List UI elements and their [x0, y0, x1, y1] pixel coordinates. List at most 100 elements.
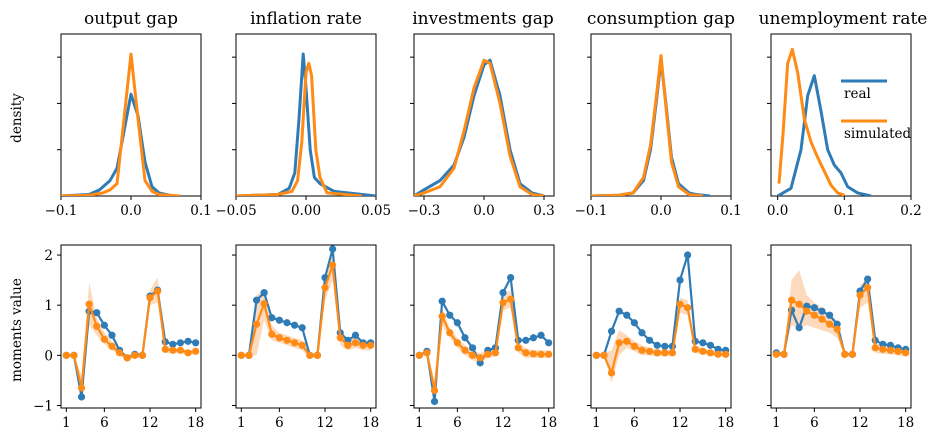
data-point-simulated [283, 336, 291, 344]
x-tick-label: 12 [141, 415, 158, 431]
x-tick-label: 1 [592, 415, 601, 431]
panel-moments-5: 1 6 12 18 [767, 244, 914, 431]
data-point-simulated [154, 287, 162, 295]
data-point-real [453, 319, 461, 327]
y-tick-label: −1 [33, 398, 53, 414]
data-point-simulated [415, 351, 423, 359]
x-tick-label: 6 [453, 415, 462, 431]
axes-frame [235, 244, 377, 409]
x-tick-label: 0.1 [190, 203, 211, 219]
data-point-real [864, 275, 872, 283]
data-point-real [446, 311, 454, 319]
x-tick-label: 12 [494, 415, 511, 431]
x-tick-label: 6 [275, 415, 284, 431]
x-tick-label: 6 [100, 415, 109, 431]
data-point-real [252, 296, 261, 304]
data-point-simulated [423, 349, 431, 357]
data-point-simulated [825, 320, 834, 328]
x-tick-label: −0.3 [408, 203, 441, 219]
data-point-simulated [237, 351, 245, 359]
data-point-simulated [484, 350, 492, 358]
x-tick-label: −0.1 [45, 203, 78, 219]
x-tick-label: 18 [362, 415, 379, 431]
data-point-real [507, 274, 515, 282]
data-point-simulated [645, 347, 654, 355]
data-point-simulated [653, 349, 661, 357]
data-point-simulated [70, 351, 78, 359]
data-point-real [537, 331, 545, 339]
x-tick-label: 12 [671, 415, 688, 431]
data-point-real [825, 311, 834, 319]
x-tick-label: 0.05 [361, 203, 391, 219]
data-point-simulated [176, 346, 185, 354]
data-point-simulated [537, 350, 545, 358]
x-tick-label: 18 [717, 415, 734, 431]
data-point-simulated [615, 339, 623, 347]
data-point-real [275, 316, 283, 324]
ylabel-moments-value: moments value [9, 278, 25, 382]
data-point-simulated [446, 329, 454, 337]
x-tick-label: 0.00 [291, 203, 321, 219]
data-point-simulated [192, 347, 200, 355]
data-point-simulated [522, 349, 530, 357]
plot-area [237, 245, 375, 359]
series-line-simulated [66, 290, 196, 390]
x-tick-label: 12 [316, 415, 333, 431]
data-point-simulated [630, 342, 638, 350]
x-tick-label: 12 [851, 415, 868, 431]
panels: −0.1 0.0 0.1 −0.05 0.00 0.05 −0.3 0.0 0.3 −0.1 0.0… [33, 33, 922, 431]
data-point-simulated [453, 339, 461, 347]
data-point-real [661, 342, 669, 350]
data-point-real [623, 311, 631, 319]
panel-title-inflation-rate: inflation rate [250, 9, 362, 29]
data-point-real [638, 329, 646, 337]
data-point-real [684, 251, 692, 259]
series-line-simulated [418, 298, 549, 392]
legend: real simulated [841, 79, 912, 142]
data-point-simulated [290, 339, 299, 347]
data-point-simulated [507, 295, 515, 303]
data-point-simulated [818, 315, 826, 323]
data-point-real [522, 336, 530, 344]
data-point-real [545, 339, 553, 347]
data-point-simulated [169, 346, 177, 354]
x-tick-label: 0.1 [834, 203, 855, 219]
data-point-simulated [438, 312, 446, 320]
data-point-simulated [623, 337, 631, 345]
data-point-real [615, 307, 623, 315]
series-line-real [776, 74, 872, 196]
data-point-real [430, 397, 439, 406]
data-point-simulated [115, 349, 124, 357]
data-point-real [192, 339, 200, 347]
ylabel-density: density [9, 93, 25, 143]
y-tick-label: 2 [44, 248, 53, 264]
panel-title-unemployment-rate: unemployment rate [759, 9, 928, 29]
data-point-simulated [545, 350, 553, 358]
data-point-real [476, 359, 484, 367]
data-point-simulated [722, 350, 730, 358]
data-point-real [699, 339, 707, 347]
data-point-simulated [131, 351, 139, 359]
x-tick-label: 1 [237, 415, 246, 431]
data-point-real [184, 337, 192, 345]
data-point-simulated [62, 351, 70, 359]
y-tick-label: 0 [44, 348, 53, 364]
x-tick-label: 0.0 [120, 203, 141, 219]
data-point-simulated [245, 351, 253, 359]
data-point-real [290, 321, 299, 329]
panel-moments-3: 1 6 12 18 [410, 244, 557, 431]
data-point-simulated [252, 320, 261, 328]
panel-density-1: −0.1 0.0 0.1 [45, 33, 212, 219]
data-point-real [676, 276, 684, 284]
data-point-real [833, 320, 841, 328]
axes-frame [60, 244, 202, 409]
data-point-simulated [468, 351, 477, 359]
axes-frame [413, 244, 555, 409]
data-point-simulated [780, 350, 788, 358]
panel-density-4: −0.1 0.0 0.1 [575, 33, 742, 219]
series-line-simulated [414, 58, 545, 196]
x-tick-label: 0.2 [900, 203, 921, 219]
data-point-simulated [138, 351, 147, 359]
data-point-simulated [787, 296, 796, 304]
